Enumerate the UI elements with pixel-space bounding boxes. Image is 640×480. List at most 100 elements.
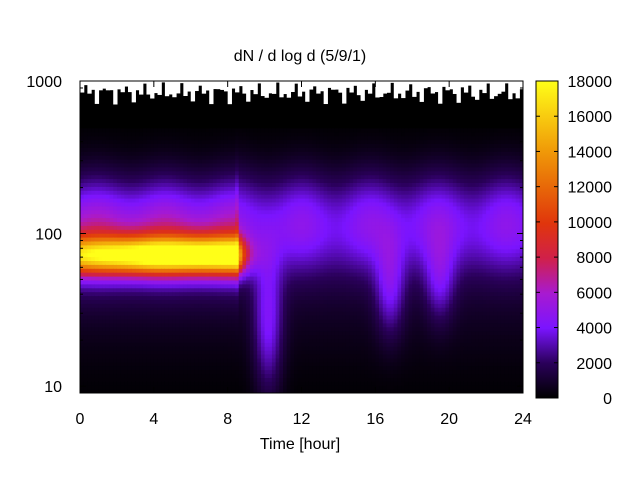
heatmap-cell <box>201 338 207 343</box>
heatmap-cell <box>179 326 184 332</box>
heatmap-cell <box>260 112 266 117</box>
heatmap-cell <box>249 209 255 215</box>
heatmap-cell <box>109 330 114 336</box>
heatmap-cell <box>175 342 181 347</box>
heatmap-cell <box>172 268 177 273</box>
heatmap-cell <box>198 213 203 219</box>
heatmap-cell <box>94 217 100 222</box>
heatmap-cell <box>260 272 266 277</box>
heatmap-cell <box>253 143 258 148</box>
heatmap-cell <box>105 279 111 285</box>
heatmap-cell <box>102 217 107 222</box>
heatmap-cell <box>98 315 103 320</box>
heatmap-cell <box>305 186 310 191</box>
heatmap-cell <box>275 240 280 246</box>
heatmap-cell <box>190 385 196 390</box>
heatmap-cell <box>223 123 229 129</box>
heatmap-cell <box>286 100 292 105</box>
heatmap-cell <box>146 381 151 386</box>
heatmap-cell <box>235 194 240 199</box>
heatmap-cell <box>142 127 148 133</box>
heatmap-cell <box>283 116 288 121</box>
heatmap-cell <box>209 190 214 195</box>
heatmap-cell <box>161 100 166 105</box>
heatmap-cell <box>220 205 225 211</box>
heatmap-cell <box>297 346 303 351</box>
heatmap-cell <box>139 147 144 152</box>
heatmap-cell <box>297 385 303 390</box>
heatmap-cell <box>142 190 148 195</box>
heatmap-cell <box>223 346 229 351</box>
heatmap-cell <box>198 369 203 375</box>
heatmap-cell <box>105 369 111 375</box>
heatmap-cell <box>157 96 162 102</box>
heatmap-cell <box>257 389 262 393</box>
heatmap-cell <box>294 213 299 219</box>
heatmap-cell <box>146 127 151 133</box>
heatmap-cell <box>212 221 218 226</box>
heatmap-cell <box>216 182 221 187</box>
heatmap-cell <box>120 291 125 297</box>
heatmap-cell <box>297 166 303 172</box>
heatmap-cell <box>205 373 210 378</box>
heatmap-cell <box>172 166 177 172</box>
heatmap-cell <box>98 166 103 172</box>
heatmap-cell <box>91 283 96 289</box>
heatmap-cell <box>294 120 299 125</box>
heatmap-cell <box>124 178 129 183</box>
heatmap-cell <box>301 369 306 375</box>
heatmap-cell <box>116 334 122 339</box>
heatmap-cell <box>294 373 299 378</box>
heatmap-cell <box>268 229 273 234</box>
heatmap-cell <box>146 248 151 254</box>
heatmap-cell <box>297 190 303 195</box>
heatmap-cell <box>198 120 203 125</box>
heatmap-cell <box>305 311 310 316</box>
heatmap-cell <box>183 311 188 316</box>
heatmap-cell <box>283 174 288 180</box>
heatmap-cell <box>190 279 196 285</box>
heatmap-cell <box>201 318 207 324</box>
heatmap-cell <box>80 287 85 293</box>
heatmap-cell <box>172 385 177 390</box>
heatmap-cell <box>286 315 292 320</box>
heatmap-cell <box>116 354 122 359</box>
heatmap-cell <box>279 217 284 222</box>
heatmap-cell <box>294 342 299 347</box>
heatmap-cell <box>290 276 295 281</box>
heatmap-cell <box>308 326 314 332</box>
heatmap-cell <box>164 100 170 105</box>
heatmap-cell <box>146 350 151 355</box>
heatmap-cell <box>135 322 140 328</box>
heatmap-cell <box>271 315 277 320</box>
heatmap-cell <box>264 385 269 390</box>
heatmap-cell <box>139 256 144 261</box>
heatmap-cell <box>83 209 88 215</box>
heatmap-cell <box>172 299 177 304</box>
heatmap-cell <box>87 233 92 238</box>
heatmap-cell <box>268 354 273 359</box>
heatmap-cell <box>271 279 277 285</box>
heatmap-cell <box>120 264 125 269</box>
heatmap-cell <box>135 143 140 148</box>
heatmap-cell <box>260 307 266 312</box>
heatmap-cell <box>190 147 196 152</box>
heatmap-cell <box>242 264 247 269</box>
heatmap-cell <box>238 276 244 281</box>
heatmap-cell <box>253 240 258 246</box>
heatmap-cell <box>98 209 103 215</box>
heatmap-cell <box>142 389 148 393</box>
heatmap-cell <box>91 295 96 300</box>
heatmap-cell <box>146 330 151 336</box>
heatmap-cell <box>98 92 103 98</box>
heatmap-cell <box>146 303 151 308</box>
heatmap-cell <box>120 389 125 393</box>
heatmap-cell <box>142 123 148 129</box>
heatmap-cell <box>142 385 148 390</box>
heatmap-cell <box>242 96 247 102</box>
heatmap-cell <box>253 291 258 297</box>
heatmap-cell <box>116 127 122 133</box>
heatmap-cell <box>227 217 232 222</box>
heatmap-cell <box>150 264 155 269</box>
heatmap-cell <box>305 260 310 265</box>
